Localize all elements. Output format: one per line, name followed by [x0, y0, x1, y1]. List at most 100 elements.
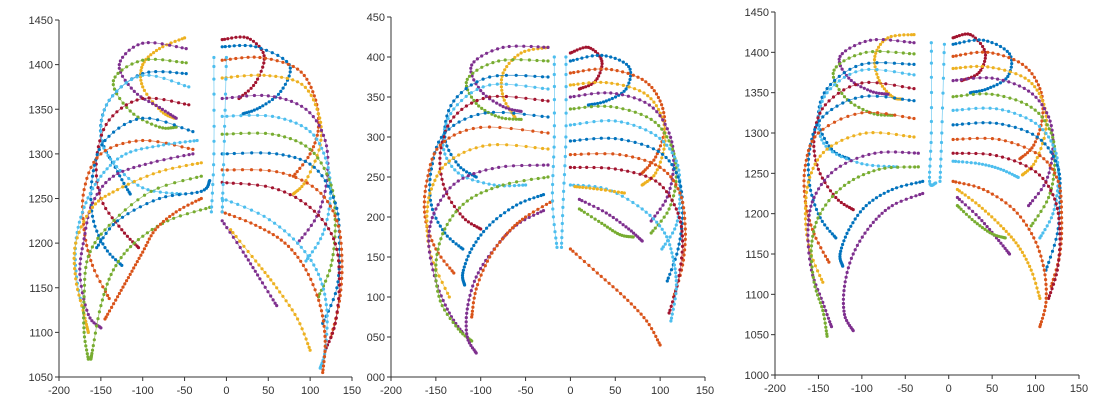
data-point	[300, 184, 304, 189]
data-point	[658, 165, 662, 169]
data-point	[667, 207, 671, 211]
x-tick-label: -150	[807, 383, 829, 395]
data-point	[254, 259, 258, 263]
data-point	[470, 101, 474, 105]
data-point	[299, 141, 303, 145]
data-point	[879, 113, 883, 117]
data-point	[108, 252, 112, 256]
data-point	[151, 145, 155, 149]
data-point	[663, 127, 667, 131]
data-point	[151, 102, 155, 106]
data-point	[820, 99, 824, 103]
data-point	[151, 172, 155, 176]
data-point	[474, 287, 478, 291]
data-point	[813, 162, 817, 166]
data-point	[1038, 325, 1042, 329]
data-point	[507, 61, 511, 65]
data-point	[1055, 206, 1059, 211]
data-point	[323, 329, 327, 333]
data-point	[980, 219, 984, 223]
data-point	[858, 132, 862, 136]
y-tick-label: 1300	[745, 128, 769, 140]
data-point	[483, 111, 487, 115]
data-point	[939, 157, 943, 161]
data-point	[447, 295, 451, 299]
data-point	[665, 211, 669, 215]
data-point	[907, 72, 911, 76]
data-point	[116, 157, 120, 161]
data-point	[313, 288, 317, 292]
data-point	[120, 215, 125, 219]
data-point	[135, 260, 139, 264]
data-point	[1010, 141, 1014, 145]
data-point	[632, 231, 636, 235]
data-point	[896, 39, 900, 43]
data-point	[514, 143, 519, 148]
data-point	[281, 294, 285, 298]
data-point	[675, 219, 680, 223]
data-point	[88, 191, 92, 195]
data-point	[256, 77, 260, 81]
data-point	[303, 159, 307, 163]
rib-series-left	[89, 205, 212, 361]
data-point	[1003, 68, 1007, 72]
data-point	[501, 45, 505, 50]
data-point	[990, 164, 994, 169]
data-point	[141, 234, 145, 238]
data-point	[464, 328, 468, 332]
data-point	[325, 314, 329, 318]
data-point	[121, 55, 125, 59]
data-point	[322, 360, 326, 364]
data-point	[805, 185, 809, 189]
data-point	[158, 190, 162, 194]
data-point	[293, 251, 297, 256]
data-point	[626, 197, 630, 201]
data-point	[847, 228, 851, 232]
data-point	[806, 163, 810, 167]
data-point	[104, 206, 108, 211]
data-point	[79, 284, 83, 288]
data-point	[195, 161, 200, 166]
data-point	[277, 133, 281, 137]
data-point	[1046, 184, 1051, 188]
data-point	[309, 85, 313, 89]
data-point	[304, 259, 308, 263]
data-point	[669, 203, 673, 207]
data-point	[299, 199, 303, 203]
data-point	[283, 135, 287, 139]
data-point	[103, 149, 107, 153]
data-point	[464, 87, 468, 91]
data-point	[658, 160, 663, 164]
data-point	[75, 236, 79, 240]
data-point	[977, 162, 981, 166]
data-point	[428, 177, 432, 182]
data-point	[480, 65, 484, 69]
data-point	[842, 59, 846, 63]
data-point	[475, 57, 479, 61]
series-line	[570, 248, 661, 346]
data-point	[474, 275, 478, 279]
data-point	[100, 196, 104, 201]
data-point	[82, 305, 86, 310]
series-line	[82, 140, 193, 299]
series-line	[570, 153, 686, 298]
data-point	[141, 116, 145, 120]
data-point	[676, 247, 680, 251]
data-point	[838, 187, 842, 191]
data-point	[321, 232, 325, 236]
data-point	[427, 244, 431, 248]
data-point	[987, 212, 991, 216]
data-point	[978, 76, 982, 80]
data-point	[1030, 92, 1035, 96]
data-point	[974, 106, 978, 110]
data-point	[957, 34, 962, 38]
data-point	[971, 209, 975, 213]
rib-series-right	[568, 67, 667, 175]
data-point	[460, 98, 464, 103]
data-point	[129, 77, 134, 82]
data-point	[428, 191, 432, 195]
data-point	[868, 38, 873, 42]
data-point	[191, 130, 195, 134]
data-point	[425, 209, 429, 213]
